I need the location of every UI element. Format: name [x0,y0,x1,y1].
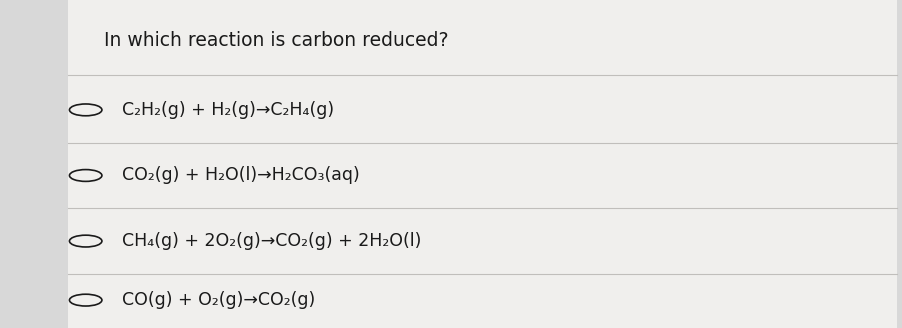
Text: CH₄(g) + 2O₂(g)→CO₂(g) + 2H₂O(l): CH₄(g) + 2O₂(g)→CO₂(g) + 2H₂O(l) [122,232,421,250]
Text: CO(g) + O₂(g)→CO₂(g): CO(g) + O₂(g)→CO₂(g) [122,291,315,309]
Text: C₂H₂(g) + H₂(g)→C₂H₄(g): C₂H₂(g) + H₂(g)→C₂H₄(g) [122,101,334,119]
Text: In which reaction is carbon reduced?: In which reaction is carbon reduced? [104,31,448,51]
FancyBboxPatch shape [68,0,897,328]
Text: CO₂(g) + H₂O(l)→H₂CO₃(aq): CO₂(g) + H₂O(l)→H₂CO₃(aq) [122,167,360,184]
